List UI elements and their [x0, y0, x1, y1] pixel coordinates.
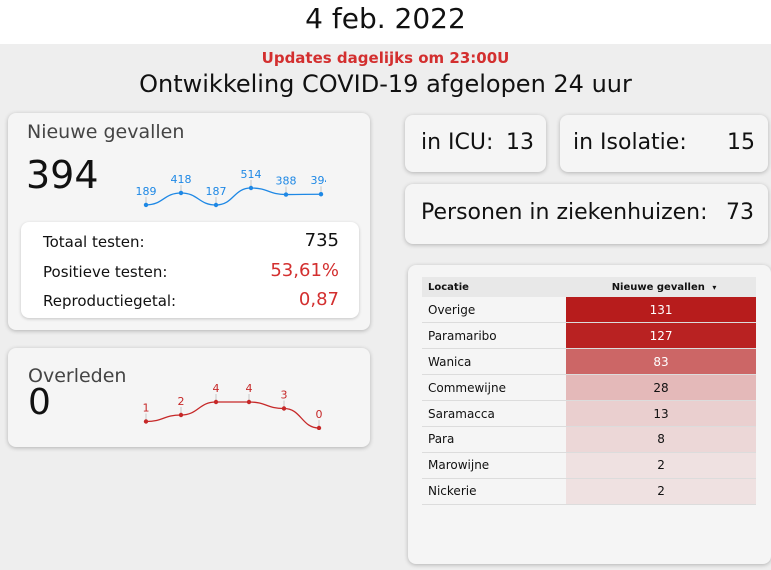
location-cell: Nickerie: [422, 478, 567, 505]
new-cases-cell: 2: [566, 452, 756, 479]
positive-tests-label: Positieve testen:: [43, 263, 168, 281]
new-cases-cell: 8: [566, 426, 756, 453]
new-cases-label: Nieuwe gevallen: [27, 121, 185, 143]
table-row[interactable]: Commewijne 28: [422, 374, 756, 402]
dashboard: Updates dagelijks om 23:00U Ontwikkeling…: [0, 44, 771, 570]
update-notice: Updates dagelijks om 23:00U: [261, 49, 510, 67]
new-cases-trend-point: [213, 202, 219, 208]
deaths-trend-label: 4: [246, 382, 253, 395]
top-bar: 4 feb. 2022: [0, 0, 771, 44]
deaths-trend-point: [143, 419, 149, 424]
deaths-trend-label: 3: [281, 389, 288, 402]
location-table-card: Locatie Nieuwe gevallen ▾ Overige 131 Para…: [408, 265, 771, 564]
location-cell: Paramaribo: [422, 322, 567, 350]
location-cell: Para: [422, 426, 567, 453]
location-cell: Saramacca: [422, 400, 567, 427]
new-cases-trend-label: 418: [171, 173, 192, 186]
new-cases-cell: 13: [566, 400, 756, 427]
new-cases-cell: 28: [566, 374, 756, 402]
report-date: 4 feb. 2022: [305, 2, 466, 35]
column-header-location[interactable]: Locatie: [422, 277, 567, 297]
total-tests-label: Totaal testen:: [43, 233, 145, 251]
location-table-body: Overige 131 Paramaribo 127 Wanica 83 Commewijn…: [422, 297, 756, 505]
new-cases-card: Nieuwe gevallen 394 189 418 187 514 388 394 T…: [8, 113, 370, 330]
deaths-label: Overleden: [28, 365, 127, 387]
new-cases-cell: 2: [566, 478, 756, 505]
table-row[interactable]: Nickerie 2: [422, 478, 756, 505]
new-cases-trend-point: [248, 185, 254, 191]
location-table: Locatie Nieuwe gevallen ▾ Overige 131 Para…: [422, 277, 756, 505]
new-cases-trend-point: [178, 190, 184, 196]
reproduction-value: 0,87: [298, 289, 339, 310]
deaths-trend-label: 4: [213, 382, 220, 395]
table-header-row: Locatie Nieuwe gevallen ▾: [422, 277, 756, 297]
isolation-label: in Isolatie:: [573, 130, 687, 155]
deaths-trend-label: 2: [178, 395, 185, 408]
deaths-card: Overleden 0 1 2 4 4 3 0: [8, 348, 370, 447]
new-cases-trend-label: 394: [311, 174, 327, 187]
table-row[interactable]: Paramaribo 127: [422, 322, 756, 350]
new-cases-trend-point: [283, 192, 289, 197]
deaths-trend-point: [281, 406, 287, 411]
new-cases-cell: 131: [566, 297, 756, 324]
table-row[interactable]: Saramacca 13: [422, 400, 756, 427]
test-stats-panel: Totaal testen: 735 Positieve testen: 53,…: [21, 222, 359, 318]
new-cases-cell: 127: [566, 322, 756, 350]
new-cases-trend-label: 514: [241, 168, 262, 181]
new-cases-trend-line: [145, 187, 322, 206]
table-row[interactable]: Overige 131: [422, 297, 756, 324]
deaths-value: 0: [28, 382, 51, 423]
deaths-trend-point: [246, 399, 252, 405]
icu-label: in ICU:: [421, 130, 494, 155]
location-cell: Marowijne: [422, 452, 567, 479]
new-cases-value: 394: [26, 153, 99, 197]
hospital-value: 73: [726, 200, 754, 225]
column-header-new-cases-label: Nieuwe gevallen: [611, 281, 705, 293]
reproduction-label: Reproductiegetal:: [43, 292, 177, 310]
hospital-card: Personen in ziekenhuizen: 73: [405, 184, 768, 244]
deaths-trend-label: 0: [316, 408, 323, 421]
location-cell: Overige: [422, 297, 567, 324]
new-cases-cell: 83: [566, 348, 756, 376]
icu-value: 13: [506, 130, 534, 155]
new-cases-trend-label: 187: [206, 185, 227, 198]
dashboard-title: Ontwikkeling COVID-19 afgelopen 24 uur: [139, 70, 632, 98]
isolation-value: 15: [727, 130, 755, 155]
deaths-trend-label: 1: [143, 402, 150, 415]
sort-descending-icon[interactable]: ▾: [712, 282, 717, 292]
stat-row-positive-tests: Positieve testen: 53,61%: [21, 260, 359, 288]
new-cases-trend-label: 189: [136, 185, 157, 198]
stat-row-reproduction: Reproductiegetal: 0,87: [21, 289, 359, 317]
deaths-trend-point: [178, 412, 184, 418]
location-cell: Wanica: [422, 348, 567, 376]
new-cases-sparkline: 189 418 187 514 388 394: [136, 168, 327, 208]
new-cases-trend-label: 388: [276, 175, 297, 188]
deaths-trend-point: [213, 399, 219, 405]
isolation-card: in Isolatie: 15: [560, 115, 768, 172]
new-cases-trend-point: [143, 202, 149, 208]
location-cell: Commewijne: [422, 374, 567, 402]
new-cases-trend-point: [318, 192, 324, 197]
deaths-trend-line: [145, 401, 320, 429]
table-row[interactable]: Marowijne 2: [422, 452, 756, 479]
column-header-new-cases[interactable]: Nieuwe gevallen ▾: [566, 277, 756, 297]
table-row[interactable]: Para 8: [422, 426, 756, 453]
hospital-label: Personen in ziekenhuizen:: [421, 200, 708, 225]
table-row[interactable]: Wanica 83: [422, 348, 756, 376]
deaths-trend-point: [316, 425, 322, 430]
deaths-sparkline: 1 2 4 4 3 0: [143, 382, 323, 430]
positive-tests-value: 53,61%: [270, 260, 339, 281]
icu-card: in ICU: 13: [405, 115, 546, 172]
stat-row-total-tests: Totaal testen: 735: [21, 230, 359, 258]
total-tests-value: 735: [304, 230, 339, 251]
